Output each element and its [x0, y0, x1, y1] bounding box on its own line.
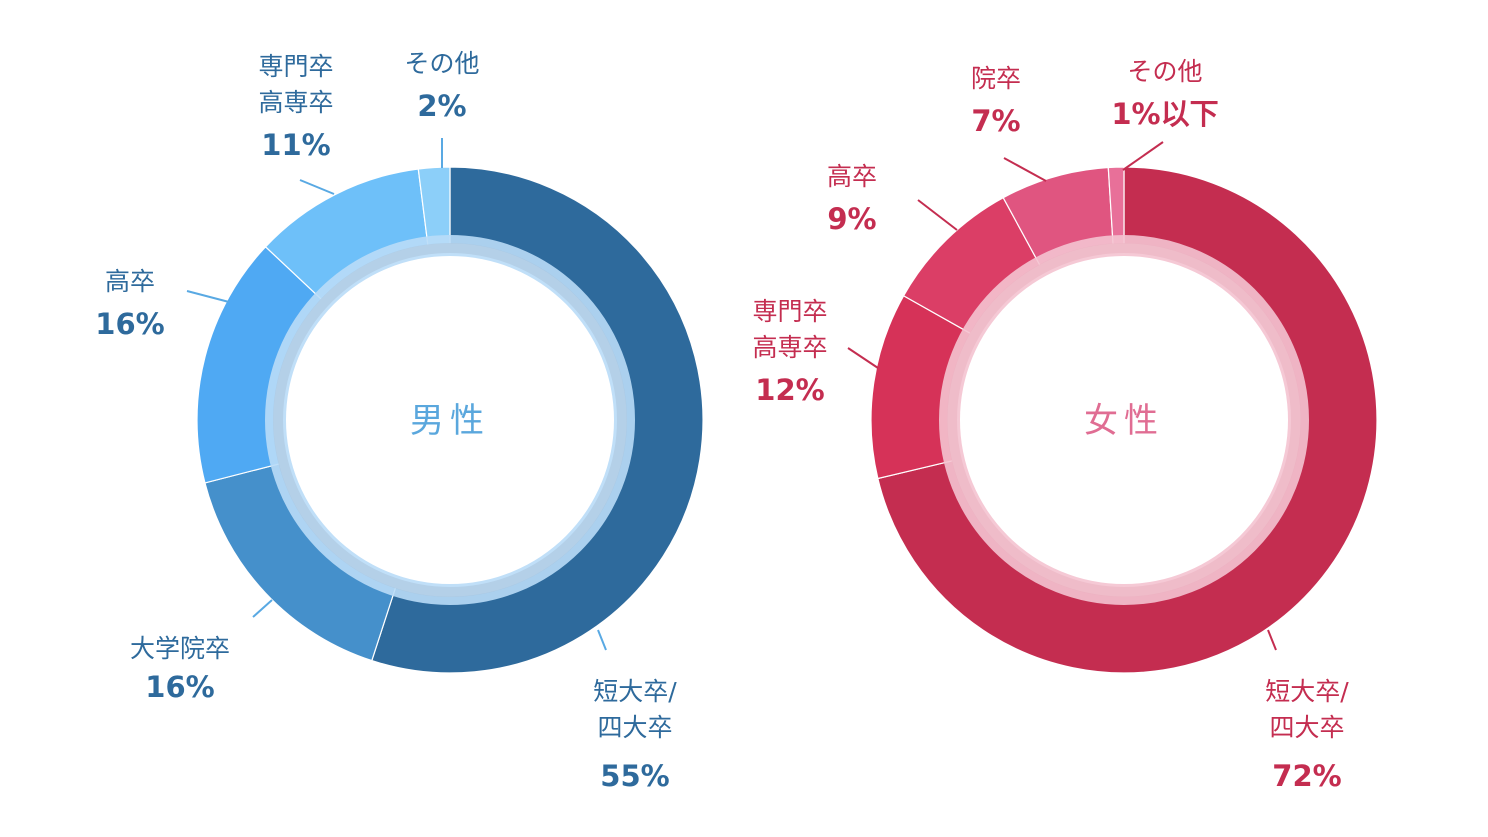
female-leader-line-0 [1267, 629, 1277, 651]
female-slice-value-4: 1%以下 [1111, 97, 1218, 131]
male-center-label: 男性 [410, 401, 490, 441]
female-slice-label-0-0: 短大卒/ [1265, 677, 1349, 706]
male-slice-label-4-0: その他 [404, 49, 479, 78]
male-donut-hole [286, 256, 614, 584]
male-slice-value-1: 16% [145, 670, 214, 704]
male-inner-ring-shade [273, 243, 627, 597]
female-slice-value-3: 7% [971, 104, 1020, 138]
male-leader-line-0 [597, 629, 607, 651]
male-slice-label-0-1: 四大卒 [597, 713, 672, 742]
female-leader-line-4 [1122, 141, 1164, 171]
male-slice-value-2: 16% [95, 307, 164, 341]
female-donut-hole [960, 256, 1288, 584]
female-slice-label-4-0: その他 [1127, 57, 1202, 86]
female-leader-line-3 [1003, 157, 1047, 182]
male-slice-value-4: 2% [417, 89, 466, 123]
female-slice-value-2: 9% [827, 202, 876, 236]
female-slice-label-2-0: 高卒 [827, 162, 877, 191]
female-slice-label-0-1: 四大卒 [1269, 713, 1344, 742]
female-slice-label-3-0: 院卒 [971, 64, 1021, 93]
female-slice-value-0: 72% [1272, 759, 1341, 793]
male-slice-label-1-0: 大学院卒 [130, 634, 230, 663]
female-slice-label-1-1: 高専卒 [752, 333, 827, 362]
female-slice-value-1: 12% [755, 373, 824, 407]
female-inner-ring-shade [947, 243, 1301, 597]
male-leader-line-2 [186, 290, 230, 303]
male-slice-label-2-0: 高卒 [105, 267, 155, 296]
female-leader-line-2 [917, 199, 958, 231]
female-leader-line-1 [847, 347, 879, 369]
female-center-label: 女性 [1084, 401, 1164, 441]
male-slice-label-3-1: 高専卒 [258, 88, 333, 117]
female-slice-label-1-0: 専門卒 [752, 297, 827, 326]
male-slice-value-3: 11% [261, 128, 330, 162]
male-slice-label-3-0: 専門卒 [258, 52, 333, 81]
male-slice-label-0-0: 短大卒/ [593, 677, 677, 706]
male-slice-value-0: 55% [600, 759, 669, 793]
male-leader-line-1 [252, 599, 273, 618]
male-leader-line-3 [299, 179, 335, 195]
